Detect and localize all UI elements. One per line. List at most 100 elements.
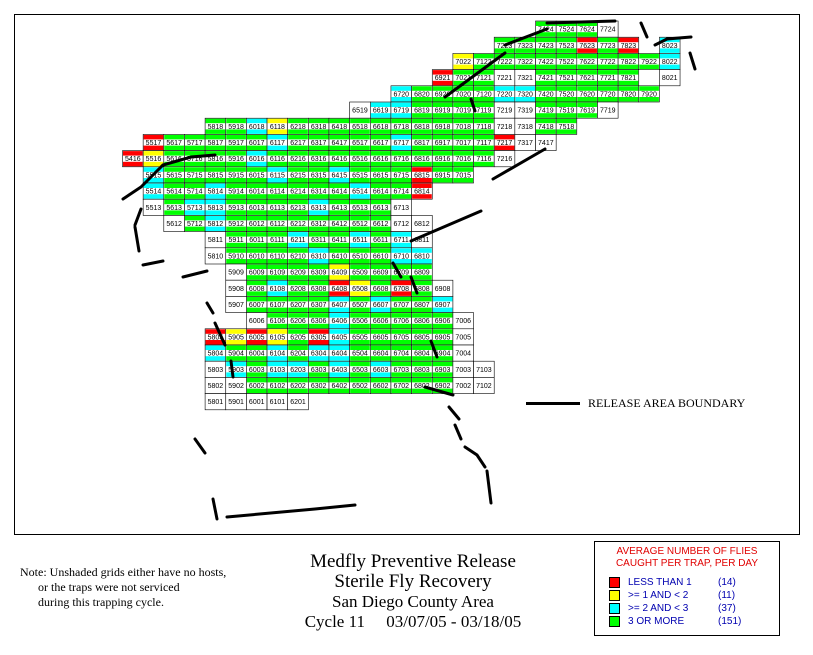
- trap-grid-id: 6209: [290, 270, 306, 277]
- trap-grid-cell: 5915: [225, 166, 247, 184]
- trap-grid-id: 6807: [414, 302, 430, 309]
- trap-grid-id: 6404: [332, 351, 348, 358]
- boundary-legend: RELEASE AREA BOUNDARY: [526, 396, 745, 411]
- trap-grid-id: 6604: [373, 351, 389, 358]
- trap-grid-id: 6713: [393, 205, 409, 212]
- trap-grid-id: 6613: [373, 205, 389, 212]
- trap-grid-id: 6708: [393, 286, 409, 293]
- trap-grid-id: 5416: [125, 156, 141, 163]
- trap-grid-id: 6308: [311, 286, 327, 293]
- trap-grid-cell: 7119: [473, 101, 495, 119]
- trap-grid-cell: 6707: [390, 296, 412, 313]
- trap-grid-cell: 6018: [246, 117, 268, 135]
- trap-grid-cell: 6118: [266, 117, 289, 135]
- trap-grid-cell: 6619: [369, 101, 392, 119]
- trap-grid-cell: 6405: [328, 328, 350, 346]
- trap-grid-cell: 6113: [266, 198, 289, 216]
- trap-grid-cell: 6005: [246, 328, 268, 346]
- trap-grid-id: 7820: [621, 91, 637, 98]
- trap-grid-cell: 5818: [204, 117, 227, 135]
- trap-grid-id: 6707: [393, 302, 409, 309]
- trap-grid-id: 6718: [393, 124, 409, 131]
- trap-grid-id: 6316: [311, 156, 327, 163]
- trap-grid-id: 8023: [662, 43, 678, 50]
- trap-grid-id: 7421: [538, 75, 554, 82]
- trap-grid-cell: 6604: [369, 344, 392, 362]
- trap-grid-cell: 6203: [287, 360, 309, 378]
- trap-grid-id: 7020: [455, 91, 471, 98]
- trap-grid-id: 6609: [373, 270, 389, 277]
- trap-grid-id: 5802: [208, 383, 224, 390]
- trap-grid-id: 6010: [249, 253, 265, 260]
- trap-grid-id: 5804: [208, 351, 224, 358]
- trap-grid-cell: 7221: [493, 69, 516, 87]
- trap-grid-id: 6814: [414, 189, 430, 196]
- trap-grid-cell: 5904: [225, 344, 247, 362]
- trap-grid-id: 6103: [270, 367, 286, 374]
- trap-grid-id: 6002: [249, 383, 265, 390]
- trap-grid-id: 7823: [621, 43, 637, 50]
- trap-grid-cell: 7520: [555, 85, 578, 103]
- trap-grid-cell: 6014: [246, 182, 268, 200]
- trap-grid-id: 7719: [600, 108, 616, 115]
- legend-header-1: AVERAGE NUMBER OF FLIES: [616, 546, 758, 557]
- trap-grid-cell: 6616: [369, 150, 392, 168]
- trap-grid-id: 6314: [311, 189, 327, 196]
- trap-grid-id: 6618: [373, 124, 389, 131]
- trap-grid-cell: 6314: [308, 182, 330, 200]
- trap-grid-cell: 5916: [225, 150, 247, 168]
- trap-grid-cell: 6015: [246, 166, 268, 184]
- boundary-segment: [453, 423, 463, 441]
- trap-grid-id: 6506: [352, 318, 368, 325]
- trap-grid-id: 7723: [600, 43, 616, 50]
- trap-grid-cell: 6212: [287, 215, 309, 232]
- trap-grid-id: 6309: [311, 270, 327, 277]
- title-line-2: Sterile Fly Recovery: [334, 571, 492, 592]
- trap-grid-id: 6808: [414, 286, 430, 293]
- trap-grid-id: 5909: [228, 270, 244, 277]
- trap-grid-id: 7222: [497, 59, 513, 66]
- trap-grid-cell: 6208: [287, 279, 309, 297]
- trap-grid-id: 6412: [332, 221, 348, 228]
- trap-grid-cell: 7218: [493, 117, 516, 135]
- boundary-segment: [503, 27, 549, 47]
- trap-grid-id: 5803: [208, 367, 224, 374]
- trap-grid-id: 5908: [228, 286, 244, 293]
- trap-grid-cell: 5514: [142, 182, 165, 200]
- trap-grid-id: 7822: [621, 59, 637, 66]
- trap-grid-cell: 7522: [555, 53, 578, 70]
- trap-grid-cell: 7320: [514, 85, 536, 103]
- trap-grid-id: 7518: [559, 124, 575, 131]
- trap-grid-cell: 7719: [597, 101, 619, 119]
- trap-grid-id: 5517: [146, 140, 162, 147]
- trap-grid-id: 5816: [208, 156, 224, 163]
- trap-grid-cell: 6415: [328, 166, 350, 184]
- trap-grid-id: 6919: [435, 108, 451, 115]
- trap-grid-id: 5613: [166, 205, 182, 212]
- trap-grid-id: 6216: [290, 156, 306, 163]
- trap-grid-cell: 5901: [225, 393, 247, 411]
- trap-grid-id: 7821: [621, 75, 637, 82]
- trap-grid-id: 7116: [476, 156, 491, 163]
- trap-grid-id: 6820: [414, 91, 430, 98]
- trap-grid-id: 7016: [455, 156, 471, 163]
- trap-grid-id: 6015: [249, 172, 265, 179]
- boundary-segment: [423, 385, 455, 397]
- trap-grid-id: 6403: [332, 367, 348, 374]
- trap-grid-cell: 6204: [287, 344, 309, 362]
- trap-grid-cell: 6214: [287, 182, 309, 200]
- trap-grid-id: 7216: [497, 156, 513, 163]
- trap-grid-cell: 6108: [266, 279, 289, 297]
- trap-grid-cell: 6618: [369, 117, 392, 135]
- trap-grid-id: 6416: [332, 156, 348, 163]
- trap-grid-id: 6011: [249, 237, 264, 244]
- trap-grid-id: 6907: [435, 302, 451, 309]
- trap-grid-id: 6903: [435, 367, 451, 374]
- trap-grid-id: 5907: [228, 302, 244, 309]
- trap-grid-cell: 6218: [287, 117, 309, 135]
- trap-grid-id: 6017: [249, 140, 265, 147]
- trap-grid-cell: 6903: [431, 360, 454, 378]
- trap-grid-id: 6407: [332, 302, 348, 309]
- trap-grid-id: 6904: [435, 351, 451, 358]
- trap-grid-id: 5616: [166, 156, 182, 163]
